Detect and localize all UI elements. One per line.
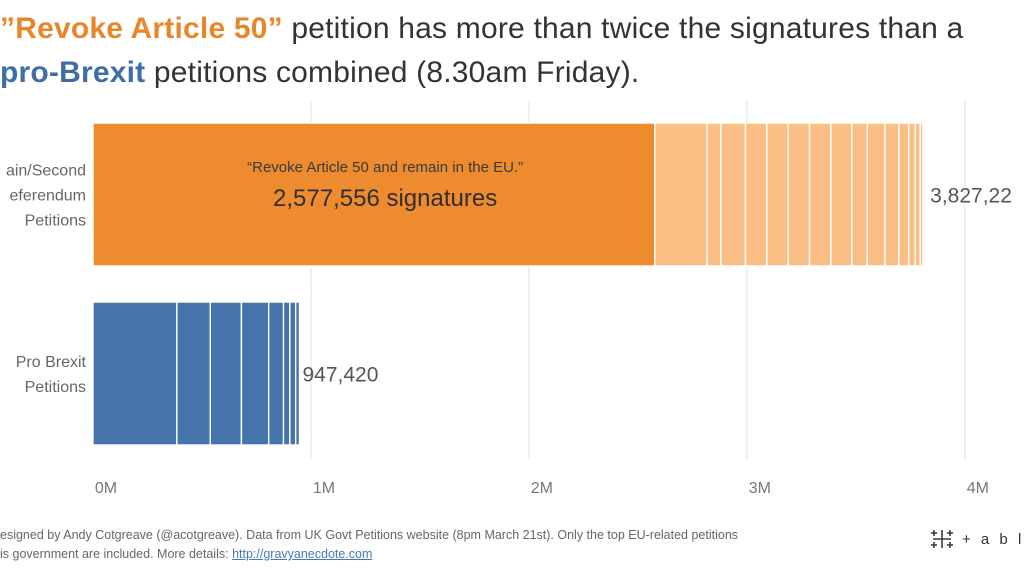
tableau-logo[interactable]: + a b l xyxy=(928,527,1024,551)
bar-segment xyxy=(914,122,921,267)
title-highlight-pro-brexit: pro-Brexit xyxy=(0,56,146,89)
footer-line-2: is government are included. More details… xyxy=(0,545,900,564)
x-tick-label: 2M xyxy=(531,480,553,497)
bar-segment xyxy=(884,122,900,267)
title-line-1-text: petition has more than twice the signatu… xyxy=(282,12,964,45)
bar-segment xyxy=(787,122,811,267)
bar-segment xyxy=(744,122,768,267)
category-label: eferendum xyxy=(10,188,87,205)
title-line-2-text: petitions combined (8.30am Friday). xyxy=(145,56,640,89)
x-tick-label: 3M xyxy=(749,480,771,497)
footer-line-1: esigned by Andy Cotgreave (@acotgreave).… xyxy=(0,528,739,542)
title-line-1: ”Revoke Article 50” petition has more th… xyxy=(0,12,963,46)
bar-segment xyxy=(720,122,747,267)
total-label: 3,827,22 xyxy=(930,185,1012,208)
bar-segment xyxy=(282,301,291,446)
bar-segment xyxy=(766,122,789,267)
x-tick-label: 4M xyxy=(967,480,989,497)
category-label: Pro Brexit xyxy=(16,354,87,371)
annotation-quote: “Revoke Article 50 and remain in the EU.… xyxy=(247,159,523,176)
x-tick-label: 1M xyxy=(313,480,335,497)
footer-line-2-text: is government are included. More details… xyxy=(0,547,233,561)
bar-segment xyxy=(209,301,243,446)
bar-segment xyxy=(830,122,853,267)
title-line-2: pro-Brexit petitions combined (8.30am Fr… xyxy=(0,56,639,90)
bar-chart: 0M 1M 2M 3M 4M ain/Second eferendum Petitions 3,… xyxy=(6,100,1012,497)
bar-segment xyxy=(808,122,832,267)
bar-segment xyxy=(92,301,178,446)
category-label: Petitions xyxy=(25,213,86,230)
bar-segment xyxy=(176,301,211,446)
bar-segment xyxy=(706,122,722,267)
bar-segment xyxy=(294,301,301,446)
category-label: ain/Second xyxy=(6,163,86,180)
footer-link[interactable]: http://gravyanecdote.com xyxy=(232,547,373,561)
bar-segment xyxy=(289,301,297,446)
annotation-value: 2,577,556 signatures xyxy=(273,185,497,212)
bar-segment xyxy=(908,122,916,267)
bar-segment xyxy=(851,122,868,267)
title-quote-open: ” xyxy=(0,12,16,45)
title-highlight-revoke: Revoke Article 50 xyxy=(15,12,268,45)
footer-credits: esigned by Andy Cotgreave (@acotgreave).… xyxy=(0,526,900,564)
tableau-wordmark: + a b l xyxy=(962,530,1024,548)
bar-segment xyxy=(919,122,924,267)
bar-segment xyxy=(240,301,270,446)
total-label: 947,420 xyxy=(302,364,378,387)
title-quote-close: ” xyxy=(267,12,283,45)
bar-segment xyxy=(898,122,910,267)
x-tick-label: 0M xyxy=(95,480,117,497)
bar-segment xyxy=(267,301,285,446)
bar-segment xyxy=(866,122,886,267)
bar-segment xyxy=(654,122,708,267)
tableau-cross-icon xyxy=(931,530,953,548)
category-label: Petitions xyxy=(25,379,86,396)
